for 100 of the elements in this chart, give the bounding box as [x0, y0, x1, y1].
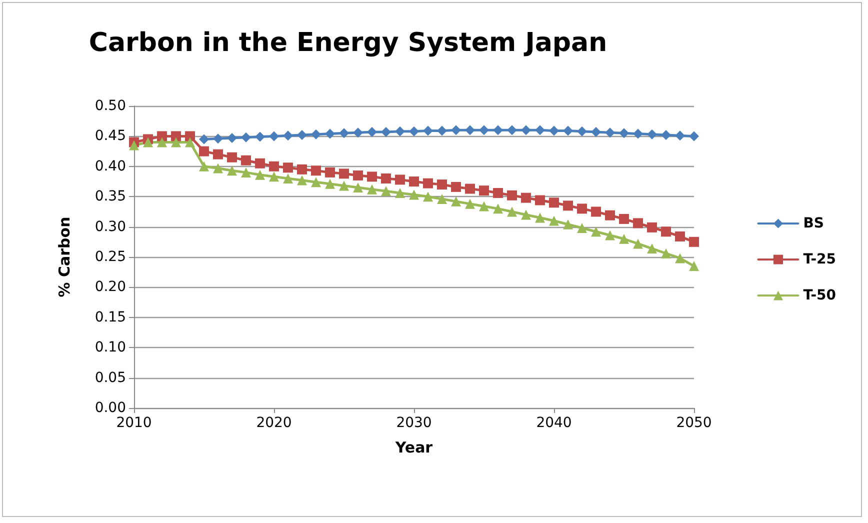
- point: [157, 137, 167, 148]
- point: [633, 128, 643, 139]
- point: [381, 186, 391, 196]
- point: [661, 248, 671, 258]
- point: [311, 166, 321, 176]
- point: [283, 173, 293, 184]
- chart-title: Carbon in the Energy System Japan: [88, 28, 608, 58]
- x-tick-label: 2030: [396, 415, 432, 431]
- point: [493, 204, 503, 214]
- point: [521, 210, 531, 220]
- point: [311, 177, 321, 188]
- point: [661, 130, 671, 140]
- y-tick-label: 0.10: [94, 340, 126, 356]
- point: [479, 186, 489, 196]
- point: [423, 192, 433, 202]
- point: [465, 184, 475, 194]
- x-tick-label: 2040: [536, 415, 572, 431]
- point: [325, 178, 335, 189]
- point: [493, 125, 503, 136]
- legend-label: T-25: [803, 252, 836, 268]
- point: [409, 176, 419, 186]
- point: [507, 125, 517, 136]
- point: [633, 218, 643, 228]
- point: [689, 261, 699, 272]
- point: [549, 126, 559, 136]
- point: [409, 126, 419, 136]
- point: [493, 188, 503, 198]
- point: [185, 137, 195, 148]
- legend-label: BS: [803, 216, 824, 232]
- point: [395, 188, 405, 198]
- x-tick-label: 2050: [676, 415, 712, 431]
- point: [507, 206, 517, 217]
- point: [619, 214, 629, 224]
- point: [269, 172, 279, 182]
- point: [213, 163, 223, 174]
- point: [591, 206, 601, 217]
- point: [143, 137, 153, 148]
- point: [521, 125, 531, 136]
- point: [535, 125, 545, 136]
- point: [437, 126, 447, 136]
- point: [591, 126, 601, 137]
- point: [395, 174, 405, 185]
- y-tick-label: 0.40: [94, 158, 126, 174]
- y-tick-label: 0.50: [94, 98, 126, 114]
- point: [521, 192, 531, 203]
- point: [325, 128, 335, 139]
- point: [381, 126, 391, 137]
- point: [367, 184, 377, 194]
- y-tick-label: 0.45: [94, 128, 126, 144]
- point: [339, 168, 349, 179]
- y-tick-label: 0.35: [94, 188, 126, 205]
- point: [549, 198, 559, 208]
- x-axis-title: Year: [394, 438, 434, 456]
- point: [451, 196, 461, 206]
- point: [675, 130, 685, 141]
- point: [297, 164, 307, 174]
- point: [479, 201, 489, 212]
- point: [185, 131, 195, 142]
- point: [647, 222, 657, 232]
- point: [465, 198, 475, 209]
- x-tick-label: 2020: [256, 415, 292, 431]
- y-tick-label: 0.30: [94, 218, 126, 235]
- x-tick-label: 2010: [116, 415, 152, 431]
- point: [535, 195, 545, 206]
- point: [255, 170, 265, 180]
- point: [157, 131, 167, 142]
- point: [171, 131, 181, 142]
- point: [507, 190, 517, 200]
- legend-label: T-50: [803, 288, 836, 304]
- y-tick-label: 0.15: [94, 309, 126, 326]
- point: [297, 130, 307, 140]
- point: [213, 149, 223, 160]
- y-tick-label: 0.20: [94, 279, 126, 296]
- point: [255, 132, 265, 142]
- point: [675, 231, 685, 242]
- point: [549, 216, 559, 226]
- point: [367, 126, 377, 137]
- point: [213, 134, 223, 144]
- y-tick-label: 0.00: [94, 400, 126, 416]
- point: [395, 126, 405, 136]
- point: [647, 244, 657, 254]
- point: [255, 158, 265, 168]
- point: [353, 128, 363, 138]
- point: [689, 131, 699, 142]
- point: [591, 226, 601, 237]
- y-tick-label: 0.25: [94, 249, 126, 265]
- point: [283, 130, 293, 141]
- point: [227, 152, 237, 162]
- point: [423, 126, 433, 136]
- point: [437, 180, 447, 190]
- y-tick-label: 0.05: [94, 370, 126, 386]
- point: [689, 236, 699, 247]
- point: [129, 140, 139, 150]
- point: [283, 162, 293, 173]
- point: [199, 146, 209, 156]
- point: [339, 128, 349, 138]
- point: [353, 182, 363, 193]
- point: [563, 126, 573, 136]
- point: [199, 161, 209, 172]
- point: [661, 226, 671, 237]
